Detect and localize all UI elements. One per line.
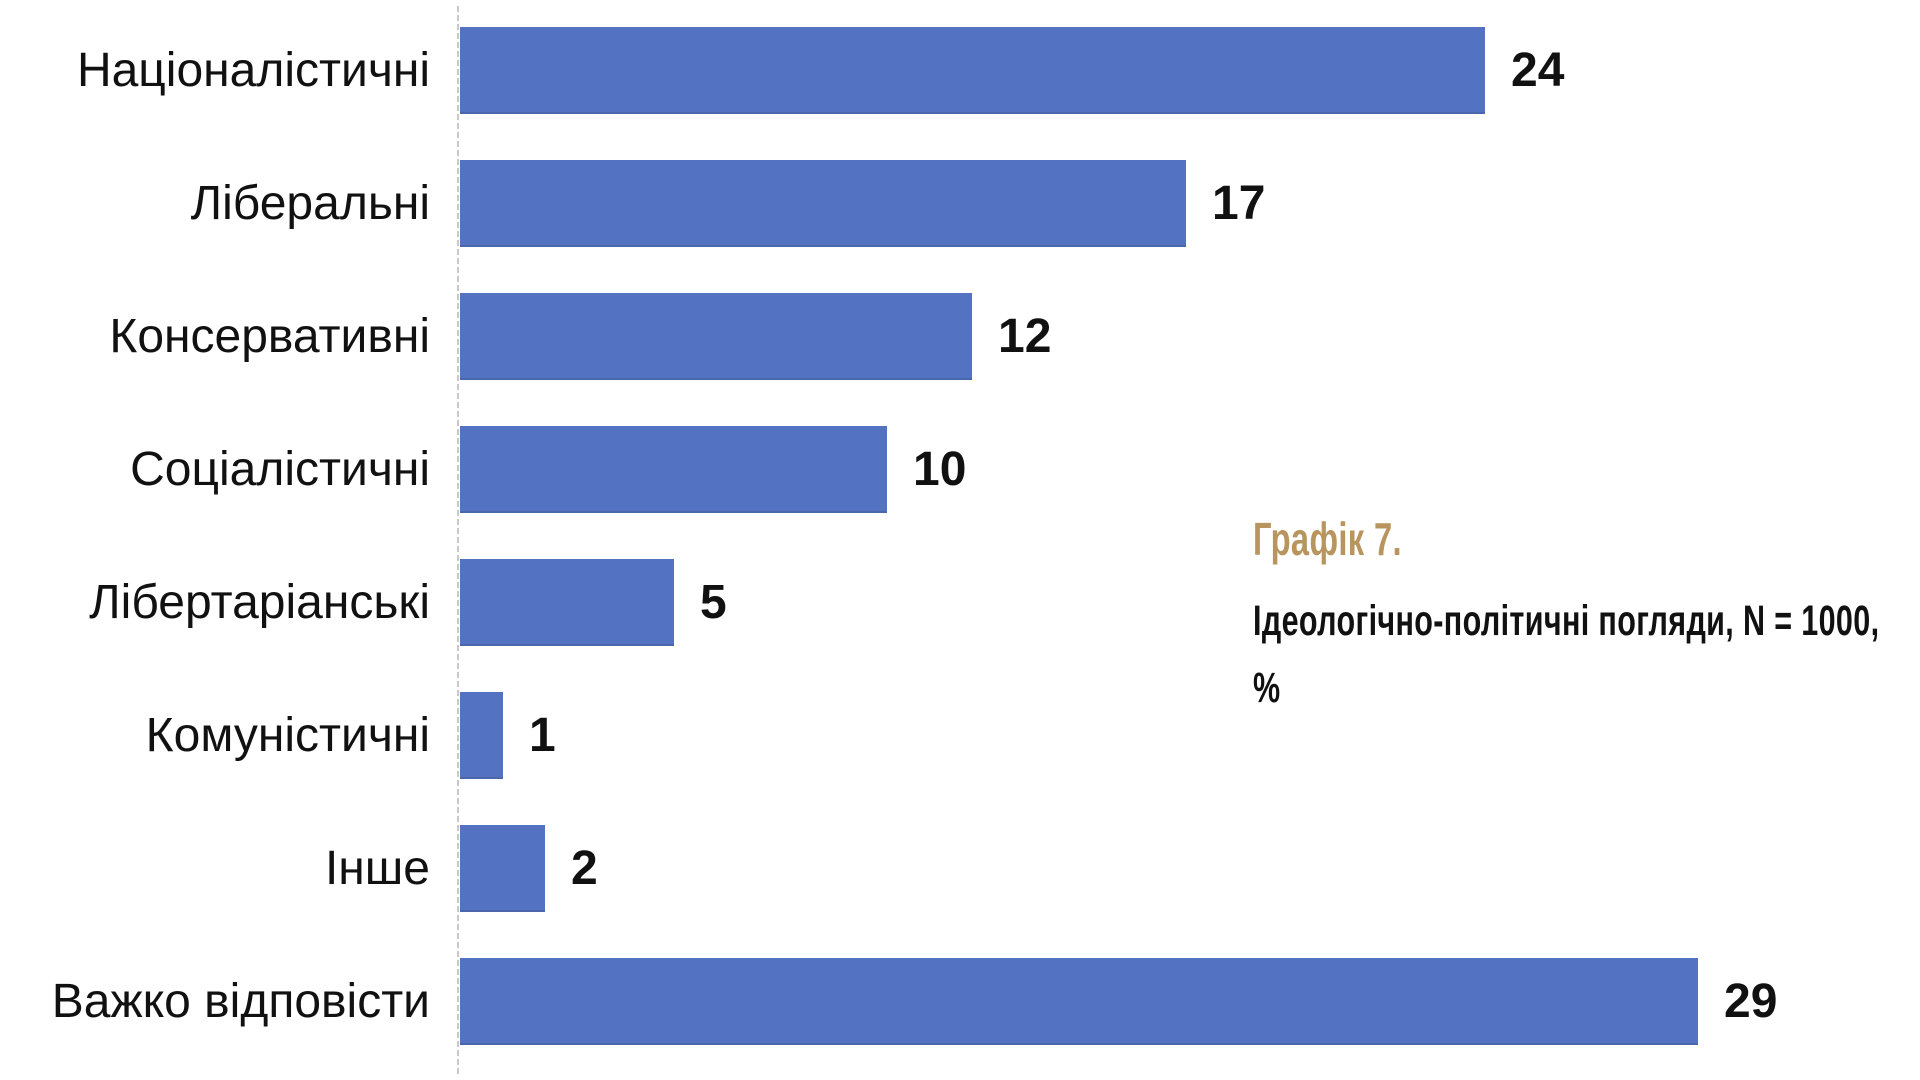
value-label: 12 [998,310,1052,363]
bar-area: 17 [460,160,1920,247]
bar [460,426,887,513]
value-label: 10 [913,443,967,496]
bar [460,293,972,380]
category-label: Лібертаріанські [89,576,430,629]
bar-area: 29 [460,958,1920,1045]
bar-row: Соціалістичні 10 [0,403,1920,536]
value-label: 29 [1724,975,1778,1028]
category-label: Важко відповісти [51,975,430,1028]
category-label: Інше [324,842,430,895]
category-label: Комуністичні [145,709,430,762]
chart-caption: Графік 7. Ідеологічно-політичні погляди,… [1253,512,1879,722]
bar [460,825,545,912]
bar [460,160,1186,247]
bar-area: 24 [460,27,1920,114]
y-axis-line [457,6,459,1076]
bar-area: 2 [460,825,1920,912]
category-label: Ліберальні [190,177,430,230]
category-label: Націоналістичні [76,44,430,97]
value-label: 5 [700,576,727,629]
category-label: Соціалістичні [130,443,430,496]
value-label: 1 [529,709,556,762]
caption-subtitle-line1: Ідеологічно-політичні погляди, N = 1000, [1253,597,1880,645]
bar-area: 5 [460,559,1920,646]
bar-row: Консервативні 12 [0,270,1920,403]
bar-rows: Націоналістичні 24 Ліберальні 17 Консерв… [0,4,1920,1068]
bar-row: Важко відповісти 29 [0,935,1920,1068]
bar-row: Комуністичні 1 [0,669,1920,802]
bar [460,692,503,779]
bar [460,958,1698,1045]
caption-title: Графік 7. [1253,513,1402,565]
bar-row: Ліберальні 17 [0,137,1920,270]
bar-row: Націоналістичні 24 [0,4,1920,137]
bar-area: 12 [460,293,1920,380]
bar [460,559,674,646]
bar-row: Лібертаріанські 5 [0,536,1920,669]
bar [460,27,1485,114]
bar-area: 10 [460,426,1920,513]
bar-row: Інше 2 [0,802,1920,935]
bar-area: 1 [460,692,1920,779]
value-label: 17 [1212,177,1266,230]
value-label: 2 [571,842,598,895]
value-label: 24 [1511,44,1565,97]
caption-subtitle-line2: % [1253,664,1281,712]
category-label: Консервативні [109,310,430,363]
